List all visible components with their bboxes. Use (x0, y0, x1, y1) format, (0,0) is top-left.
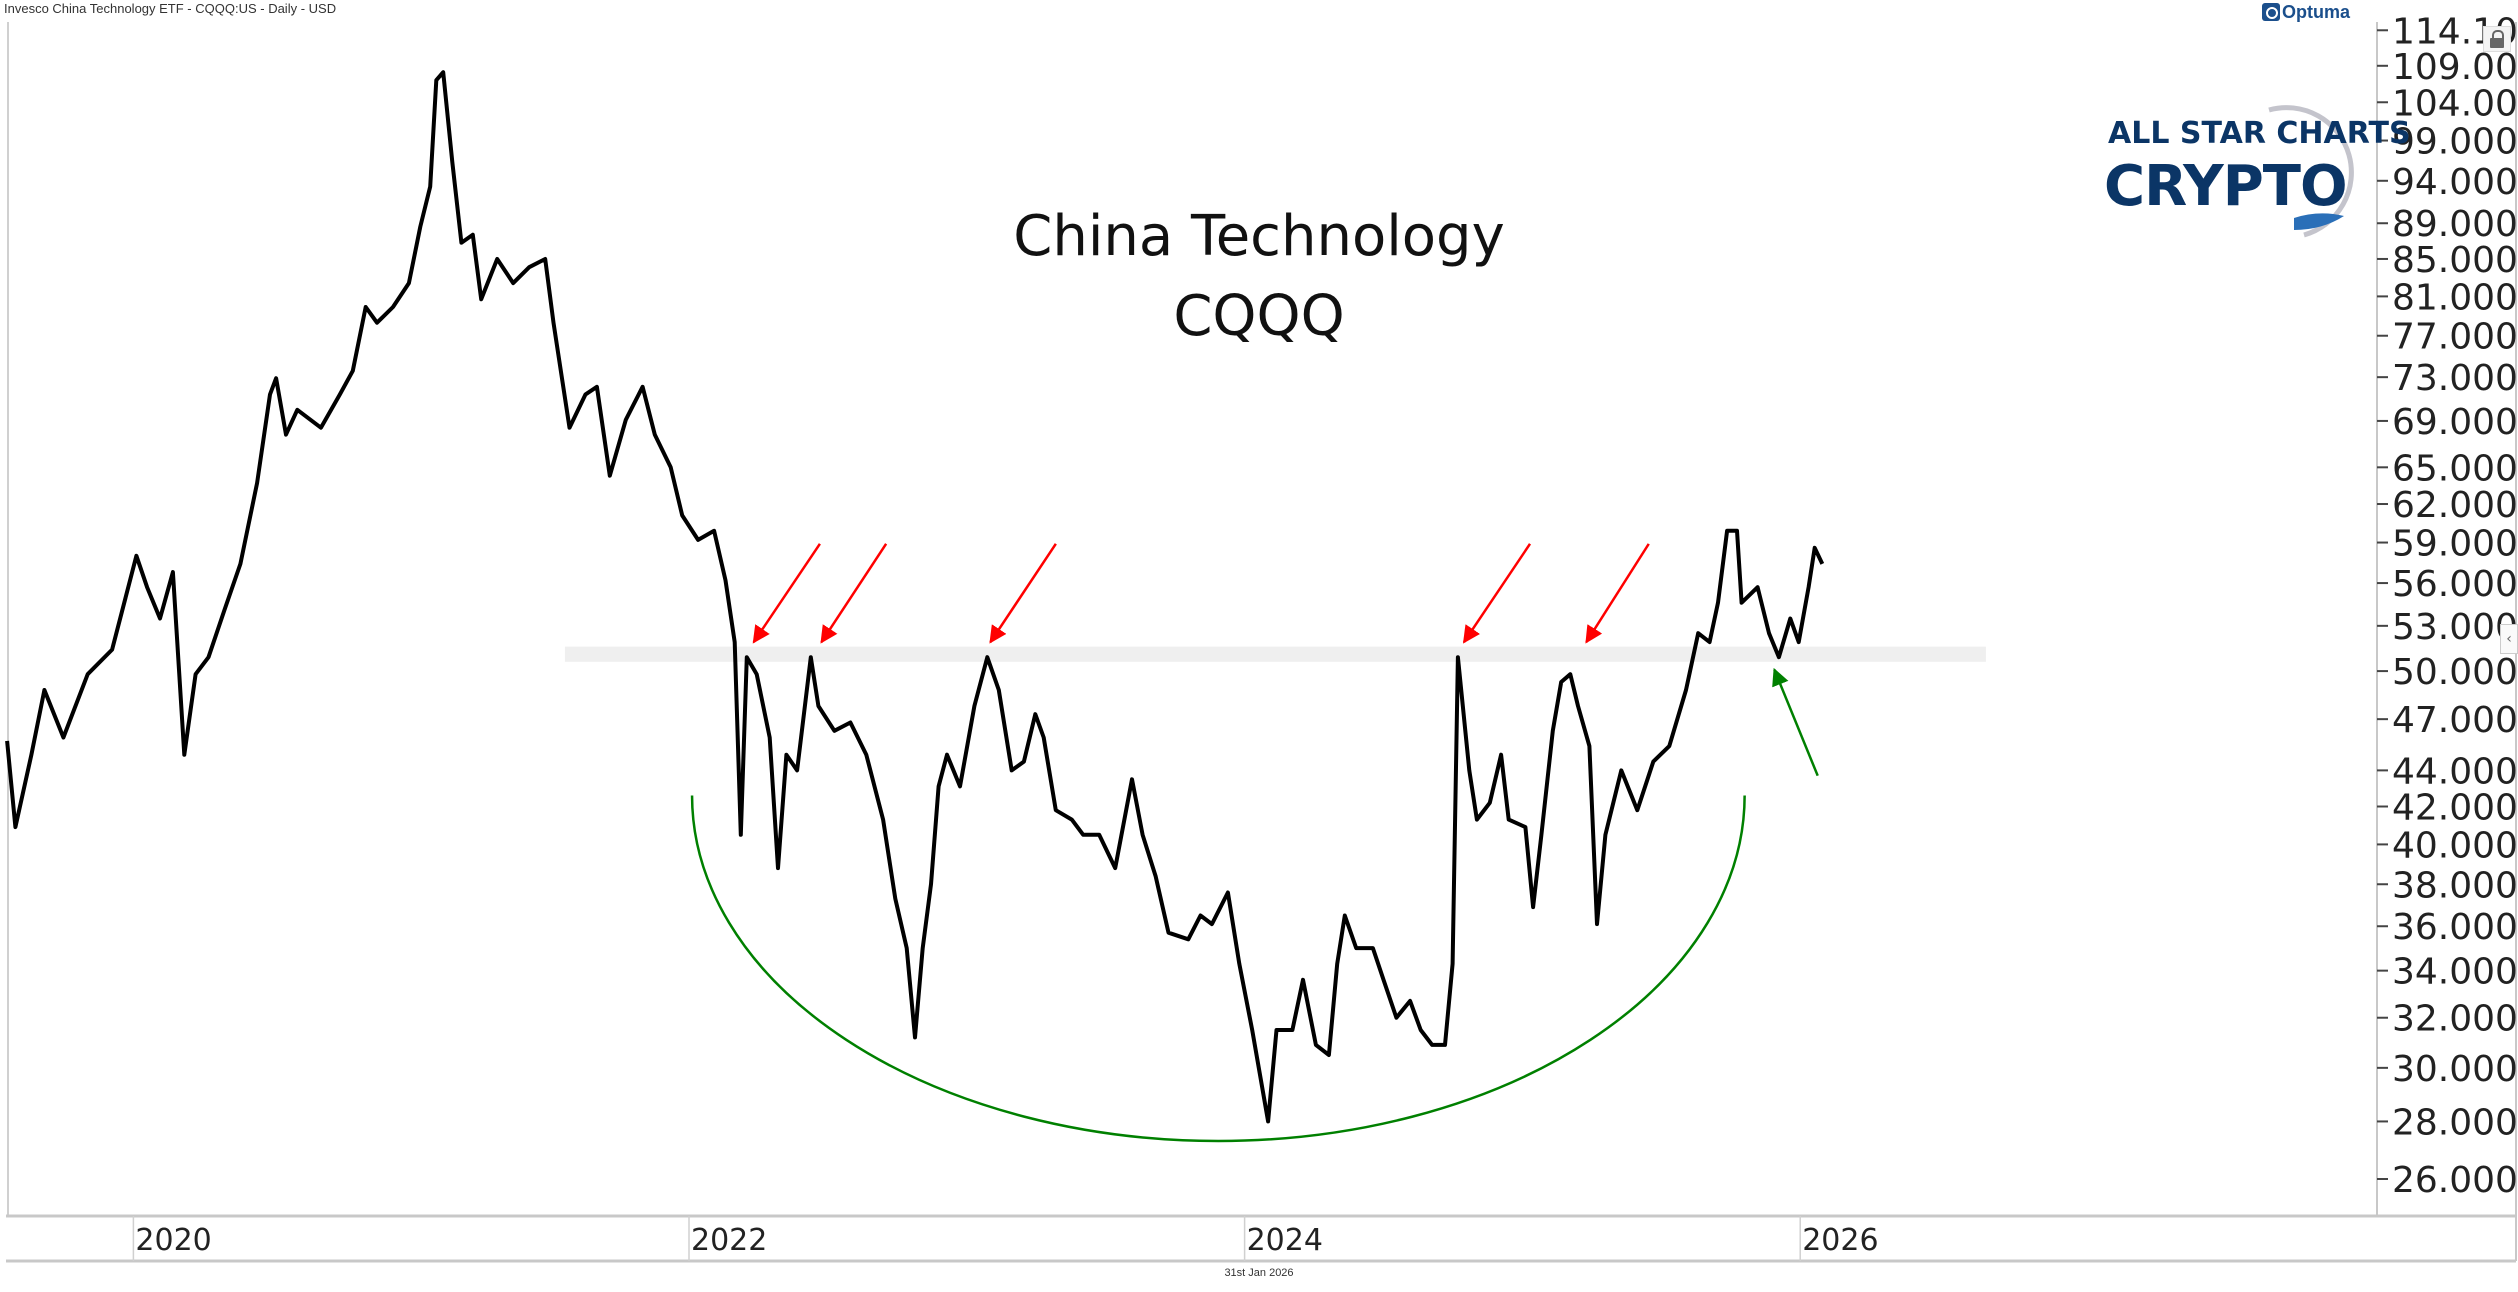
y-tick-label: 30.000 (2392, 1049, 2518, 1090)
y-tick-label: 50.000 (2392, 652, 2518, 693)
chart-title: China Technology (1013, 204, 1505, 269)
logo-line2: CRYPTO (2104, 154, 2348, 219)
y-tick-label: 26.000 (2392, 1160, 2518, 1201)
resistance-arrow (1585, 543, 1650, 644)
y-tick-label: 104.000 (2392, 83, 2518, 124)
y-tick-label: 36.000 (2392, 907, 2518, 948)
y-tick-label: 40.000 (2392, 825, 2518, 866)
lock-icon[interactable] (2483, 26, 2511, 52)
y-tick-label: 85.000 (2392, 240, 2518, 281)
logo-ring-icon (2268, 105, 2354, 238)
optuma-mark-icon (2262, 3, 2280, 21)
y-tick-label: 94.000 (2392, 162, 2518, 203)
x-tick-label: 2020 (135, 1223, 211, 1258)
y-tick-label: 65.000 (2392, 448, 2518, 489)
y-tick-label: 47.000 (2392, 700, 2518, 741)
chevron-left-icon[interactable]: ‹ (2500, 624, 2518, 654)
chart-subtitle: CQQQ (1173, 284, 1345, 349)
y-tick-label: 77.000 (2392, 317, 2518, 358)
y-axis[interactable]: 114.100109.000104.00099.00094.00089.0008… (2377, 11, 2518, 1201)
y-tick-label: 38.000 (2392, 865, 2518, 906)
x-axis[interactable]: 2020 2022 2024 2026 (132, 1216, 1879, 1261)
y-tick-label: 44.000 (2392, 751, 2518, 792)
whale-icon (2294, 213, 2344, 230)
y-tick-label: 73.000 (2392, 358, 2518, 399)
y-tick-label: 53.000 (2392, 607, 2518, 648)
y-tick-label: 62.000 (2392, 485, 2518, 526)
x-tick-label: 2026 (1802, 1223, 1878, 1258)
price-line (5, 70, 1825, 1124)
footer-date: 31st Jan 2026 (1224, 1267, 1294, 1279)
resistance-arrow (820, 543, 888, 644)
y-tick-label: 81.000 (2392, 277, 2518, 318)
logo-line1: ALL STAR CHARTS (2108, 116, 2411, 151)
y-tick-label: 109.000 (2392, 47, 2518, 88)
y-tick-label: 89.000 (2392, 204, 2518, 245)
all-star-charts-crypto-logo: ALL STAR CHARTS CRYPTO (2104, 100, 2411, 250)
support-arrow (1772, 667, 1819, 777)
y-tick-label: 69.000 (2392, 402, 2518, 443)
optuma-logo: Optuma (2262, 2, 2350, 22)
x-tick-label: 2024 (1247, 1223, 1323, 1258)
optuma-wordmark: Optuma (2282, 2, 2351, 22)
resistance-zone (564, 646, 1986, 662)
resistance-arrow (989, 543, 1057, 644)
y-tick-label: 56.000 (2392, 564, 2518, 605)
y-tick-label: 59.000 (2392, 524, 2518, 565)
instrument-header: Invesco China Technology ETF - CQQQ:US -… (4, 1, 337, 16)
x-tick-label: 2022 (691, 1223, 767, 1258)
resistance-arrow (752, 543, 821, 644)
y-tick-label: 28.000 (2392, 1102, 2518, 1143)
y-tick-label: 42.000 (2392, 788, 2518, 829)
resistance-arrow (1462, 543, 1532, 644)
y-tick-label: 99.000 (2392, 122, 2518, 163)
y-tick-label: 34.000 (2392, 952, 2518, 993)
y-tick-label: 32.000 (2392, 999, 2518, 1040)
rounding-bottom-arc (690, 795, 1746, 1143)
